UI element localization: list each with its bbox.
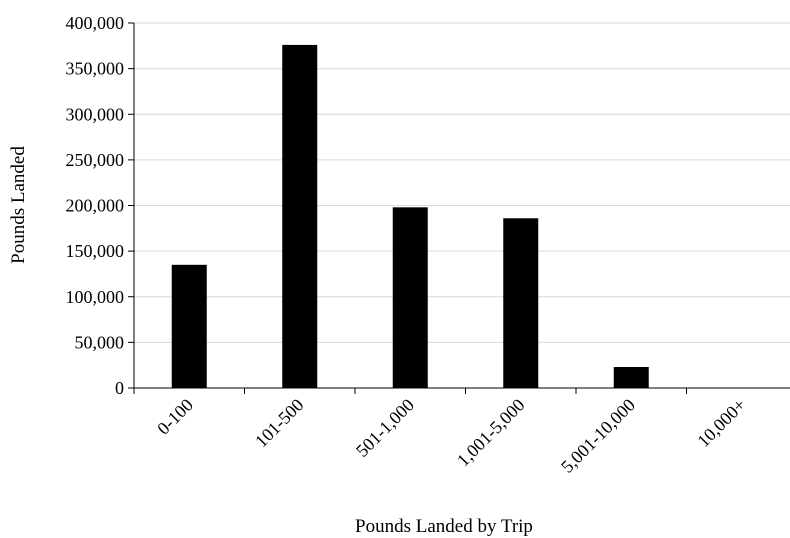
axes: [128, 22, 790, 394]
bar: [282, 44, 318, 389]
x-tick-label: 1,001-5,000: [453, 395, 529, 471]
bar: [613, 367, 649, 388]
y-tick-label: 400,000: [66, 13, 125, 33]
x-tick-label: 10,000+: [693, 395, 749, 451]
bars: [171, 44, 649, 389]
x-tick-label: 0-100: [153, 395, 197, 439]
y-tick-label: 250,000: [66, 150, 125, 170]
bar: [392, 207, 428, 388]
x-tick-label: 101-500: [251, 395, 308, 452]
y-tick-label: 50,000: [75, 332, 125, 352]
x-tick-labels: 0-100 101-500 501-1,000 1,001-5,000 5,001-10…: [153, 395, 749, 477]
x-tick-label: 501-1,000: [352, 395, 418, 461]
y-tick-label: 200,000: [66, 196, 125, 216]
bar: [171, 264, 207, 388]
y-tick-label: 150,000: [66, 241, 125, 261]
x-axis-title: Pounds Landed by Trip: [355, 516, 533, 537]
bar: [503, 218, 539, 388]
gridlines: [134, 22, 790, 343]
x-tick-label: 5,001-10,000: [557, 395, 639, 477]
y-tick-label: 300,000: [66, 104, 125, 124]
y-tick-label: 350,000: [66, 59, 125, 79]
y-tick-label: 0: [115, 378, 124, 398]
y-tick-labels: 0 50,000 100,000 150,000 200,000 250,000 300,0…: [66, 13, 125, 398]
y-axis-title: Pounds Landed: [8, 146, 29, 264]
y-tick-label: 100,000: [66, 287, 125, 307]
